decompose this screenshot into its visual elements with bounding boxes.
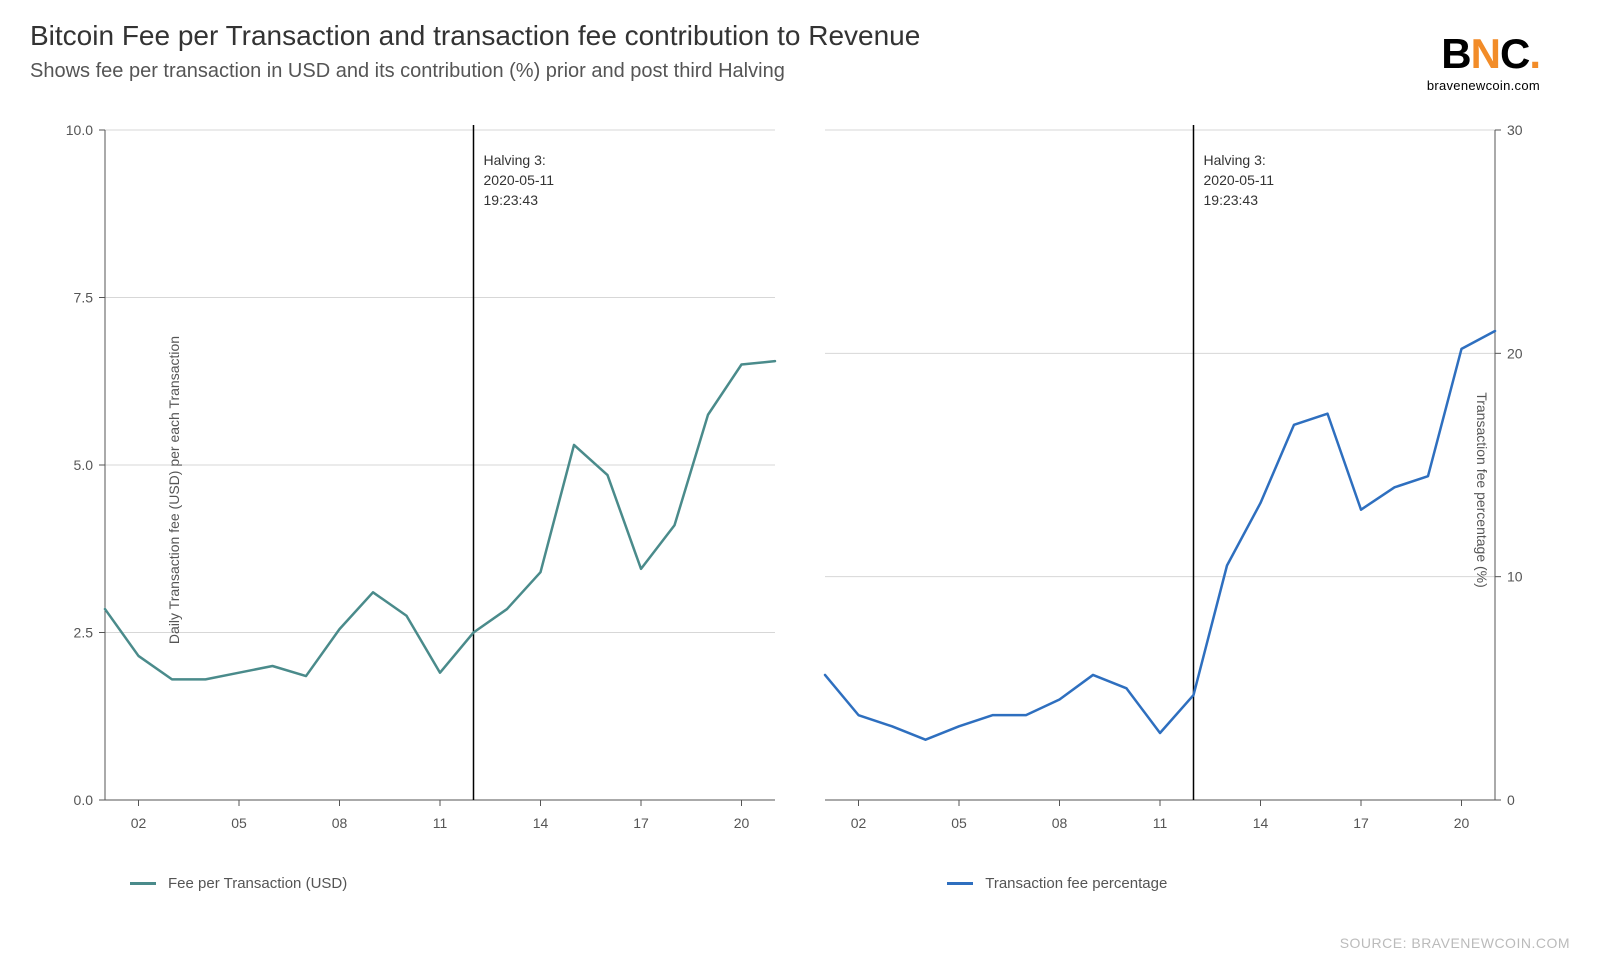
svg-text:0.0: 0.0	[74, 792, 94, 808]
svg-text:20: 20	[1454, 815, 1470, 831]
svg-text:08: 08	[1052, 815, 1068, 831]
legend-label-right: Transaction fee percentage	[985, 875, 1167, 892]
svg-text:14: 14	[533, 815, 549, 831]
svg-text:20: 20	[1507, 345, 1523, 361]
left-y-axis-label: Daily Transaction fee (USD) per each Tra…	[166, 336, 182, 644]
svg-text:14: 14	[1253, 815, 1269, 831]
source-attribution: SOURCE: BRAVENEWCOIN.COM	[1340, 935, 1570, 951]
legend-label-left: Fee per Transaction (USD)	[168, 875, 347, 892]
right-y-axis-label: Transaction fee percentage (%)	[1474, 392, 1490, 588]
svg-text:Halving 3:: Halving 3:	[1204, 152, 1266, 168]
svg-text:11: 11	[1153, 815, 1168, 831]
svg-text:19:23:43: 19:23:43	[1204, 192, 1259, 208]
left-chart-svg: 0.0 2.5 5.0 7.5 10.0 02 05 08 11 14 17 20 Halving 3:…	[30, 120, 800, 860]
logo-text: BNC.	[1427, 30, 1540, 78]
svg-text:Halving 3:: Halving 3:	[484, 152, 546, 168]
svg-text:02: 02	[131, 815, 147, 831]
svg-text:08: 08	[332, 815, 348, 831]
svg-text:11: 11	[433, 815, 448, 831]
svg-text:2020-05-11: 2020-05-11	[484, 172, 555, 188]
legend-item-left: Fee per Transaction (USD)	[130, 875, 347, 892]
bnc-logo: BNC. bravenewcoin.com	[1427, 30, 1540, 93]
svg-text:5.0: 5.0	[74, 457, 94, 473]
chart-container: Bitcoin Fee per Transaction and transact…	[0, 0, 1600, 969]
header: Bitcoin Fee per Transaction and transact…	[30, 20, 1570, 100]
legend-swatch-left	[130, 882, 156, 885]
svg-text:0: 0	[1507, 792, 1515, 808]
svg-text:2.5: 2.5	[74, 625, 94, 641]
right-chart-panel: 0 10 20 30 02 05 08 11 14 17 20 Halving 3: 2020-05-1…	[800, 120, 1570, 860]
svg-text:30: 30	[1507, 122, 1523, 138]
svg-text:17: 17	[1353, 815, 1369, 831]
svg-text:05: 05	[231, 815, 247, 831]
svg-text:02: 02	[851, 815, 867, 831]
legend: Fee per Transaction (USD) Transaction fe…	[30, 875, 1570, 892]
right-chart-svg: 0 10 20 30 02 05 08 11 14 17 20 Halving 3: 2020-05-1…	[800, 120, 1570, 860]
chart-subtitle: Shows fee per transaction in USD and its…	[30, 60, 1570, 83]
svg-text:10: 10	[1507, 569, 1523, 585]
chart-title: Bitcoin Fee per Transaction and transact…	[30, 20, 1570, 52]
legend-swatch-right	[947, 882, 973, 885]
charts-row: Daily Transaction fee (USD) per each Tra…	[30, 120, 1570, 860]
svg-text:10.0: 10.0	[66, 122, 93, 138]
legend-item-right: Transaction fee percentage	[947, 875, 1167, 892]
svg-text:2020-05-11: 2020-05-11	[1204, 172, 1275, 188]
svg-text:7.5: 7.5	[74, 290, 94, 306]
left-chart-panel: Daily Transaction fee (USD) per each Tra…	[30, 120, 800, 860]
svg-text:05: 05	[951, 815, 967, 831]
svg-text:17: 17	[633, 815, 649, 831]
logo-subtext: bravenewcoin.com	[1427, 78, 1540, 93]
svg-text:19:23:43: 19:23:43	[484, 192, 539, 208]
svg-text:20: 20	[734, 815, 750, 831]
